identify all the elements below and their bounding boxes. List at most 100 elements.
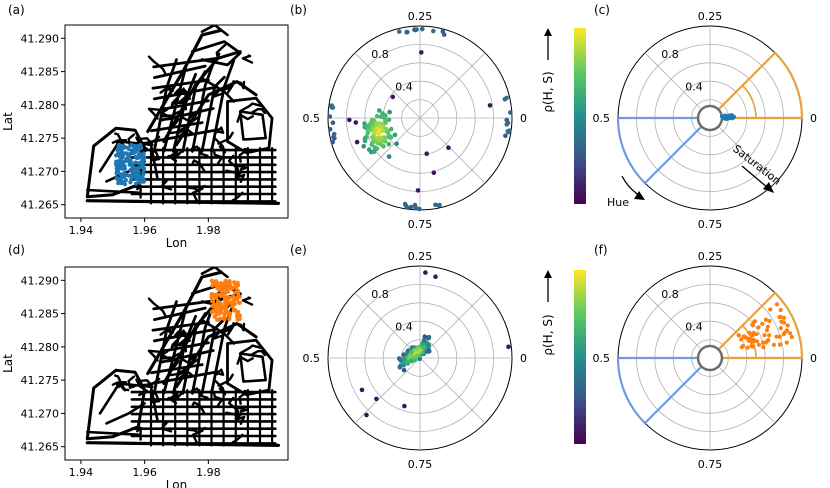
data-point	[408, 204, 414, 210]
axes-frame	[64, 24, 289, 219]
data-point	[756, 342, 762, 347]
y-axis-label: Lat	[1, 112, 15, 131]
track-path	[177, 336, 189, 353]
highlight-point	[129, 150, 134, 155]
data-point	[781, 315, 787, 320]
data-point	[327, 114, 333, 119]
track-path	[98, 140, 159, 180]
y-axis-label: Lat	[1, 354, 15, 373]
track-path	[85, 441, 280, 447]
polar-panel-b: 0.25 0.5 0 0.75 0.8 0.4	[303, 10, 528, 231]
data-point	[440, 29, 446, 34]
highlight-point	[137, 146, 142, 152]
track-path	[212, 329, 225, 340]
data-point	[743, 335, 748, 340]
track-path	[181, 352, 202, 364]
highlight-point	[135, 156, 140, 161]
track-path	[200, 25, 229, 37]
data-point	[505, 129, 511, 134]
data-point	[739, 337, 744, 342]
y-tick-label: 41.265	[21, 441, 60, 454]
track-path	[221, 84, 234, 95]
highlight-point	[223, 311, 228, 316]
radial-label-inner: 0.4	[685, 320, 703, 333]
arrow-up-icon	[544, 28, 552, 60]
hue-text: Hue	[607, 196, 629, 209]
track-path	[231, 433, 244, 444]
angle-label-right: 0	[520, 112, 527, 125]
angular-gridline	[644, 52, 711, 119]
data-point	[401, 367, 407, 373]
panel-label-e: (e)	[290, 243, 307, 257]
data-point	[387, 109, 392, 115]
track-path	[159, 85, 175, 94]
angle-label-bottom: 0.75	[698, 458, 723, 471]
highlight-point	[227, 281, 232, 286]
highlight-point	[235, 311, 240, 316]
track-path	[221, 326, 234, 337]
data-point	[433, 274, 438, 280]
highlight-point	[220, 290, 225, 295]
x-tick-label: 1.94	[69, 224, 94, 237]
highlight-point	[125, 145, 131, 150]
data-point	[413, 354, 419, 359]
data-point	[778, 307, 783, 313]
highlight-point	[224, 279, 229, 284]
highlight-point	[136, 169, 141, 174]
highlight-point	[133, 181, 139, 186]
highlight-point	[129, 177, 134, 182]
data-point	[752, 319, 758, 324]
track-path	[177, 116, 199, 134]
arrow-up-icon	[544, 270, 552, 302]
data-point	[361, 144, 367, 149]
highlight-point	[116, 181, 121, 186]
data-point	[386, 134, 392, 140]
data-point	[745, 345, 750, 350]
x-tick-label: 1.96	[132, 466, 157, 479]
highlight-point	[124, 172, 129, 178]
track-path	[160, 349, 171, 360]
data-point	[371, 130, 377, 135]
data-point	[487, 103, 493, 108]
highlight-point	[212, 314, 217, 319]
data-point	[362, 121, 367, 126]
track-path	[136, 377, 161, 387]
angle-label-bottom: 0.75	[698, 218, 723, 231]
highlight-point	[128, 167, 133, 173]
highlight-point	[230, 304, 235, 309]
angle-label-left: 0.5	[593, 112, 611, 125]
data-point	[747, 330, 752, 335]
track-path	[200, 318, 236, 345]
track-path	[235, 164, 248, 171]
highlight-point	[129, 173, 134, 179]
track-path	[166, 358, 180, 370]
map-panel-d: 1.941.961.982.0041.26541.27041.27541.280…	[1, 266, 289, 488]
track-path	[85, 199, 280, 205]
track-path	[147, 107, 160, 120]
angle-label-left: 0.5	[593, 352, 611, 365]
track-path	[213, 150, 224, 165]
angle-label-left: 0.5	[303, 352, 321, 365]
highlight-point	[209, 292, 214, 297]
highlight-point	[120, 174, 125, 180]
track-path	[217, 373, 234, 387]
track-path	[169, 368, 194, 377]
data-point	[416, 349, 421, 355]
highlight-point	[218, 304, 223, 309]
track-path	[212, 87, 225, 98]
data-point	[409, 358, 414, 364]
data-point	[383, 118, 388, 123]
angle-label-top: 0.25	[698, 250, 723, 263]
panel-label-f: (f)	[594, 243, 608, 257]
highlight-point	[116, 151, 121, 156]
colorbar-top: ρ(H, S)	[541, 28, 586, 204]
angular-gridline	[419, 117, 486, 184]
data-point	[392, 132, 398, 138]
track-path	[173, 87, 185, 95]
data-point	[397, 365, 403, 370]
angle-label-right: 0	[810, 352, 817, 365]
track-path	[227, 154, 240, 173]
data-point	[750, 333, 755, 338]
track-path	[111, 381, 127, 386]
radial-label-inner: 0.4	[395, 320, 413, 333]
